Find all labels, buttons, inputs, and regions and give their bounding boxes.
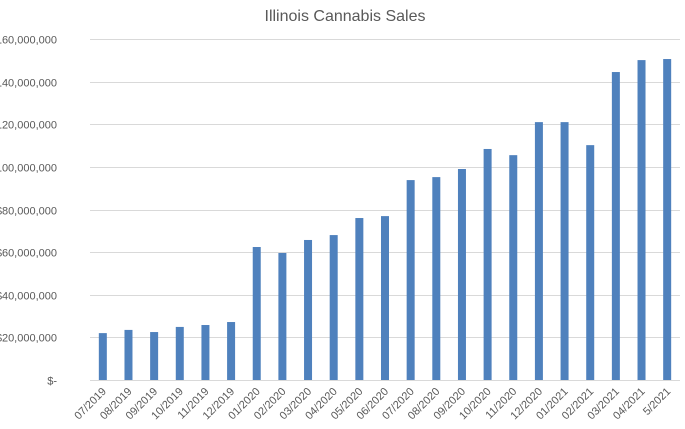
- x-axis-ticks: 07/201908/201909/201910/201911/201912/20…: [72, 386, 673, 423]
- bar: [175, 326, 184, 380]
- y-tick-label: $-: [47, 376, 57, 388]
- bar: [534, 122, 543, 381]
- y-axis-ticks: $- $20,000,000 $40,000,000 $60,000,000 $80,0…: [0, 35, 57, 388]
- y-tick-label: $40,000,000: [0, 291, 57, 303]
- y-tick-label: $100,000,000: [0, 163, 57, 175]
- bar: [432, 177, 441, 380]
- bar: [329, 235, 338, 380]
- bar: [406, 180, 415, 380]
- bar: [611, 72, 620, 381]
- chart-title: Illinois Cannabis Sales: [265, 8, 426, 25]
- bars: [98, 59, 672, 381]
- y-tick-label: $120,000,000: [0, 120, 57, 132]
- bar: [150, 332, 159, 380]
- y-tick-label: $140,000,000: [0, 78, 57, 90]
- y-tick-label: $80,000,000: [0, 206, 57, 218]
- bar: [252, 247, 261, 380]
- bar: [304, 239, 313, 380]
- bar: [586, 145, 595, 380]
- y-tick-label: $20,000,000: [0, 333, 57, 345]
- bar: [124, 329, 133, 380]
- bar: [227, 322, 236, 380]
- bar: [637, 60, 646, 381]
- bar: [663, 59, 672, 380]
- bar: [355, 218, 364, 380]
- bar: [457, 169, 466, 380]
- y-tick-label: $60,000,000: [0, 248, 57, 260]
- bar: [560, 122, 569, 381]
- y-tick-label: $160,000,000: [0, 35, 57, 47]
- bar: [201, 325, 210, 380]
- bar: [98, 333, 107, 380]
- gridlines: [90, 39, 680, 381]
- bar: [509, 155, 518, 380]
- bar: [381, 216, 389, 380]
- bar: [278, 252, 287, 380]
- x-tick-label: 5/2021: [641, 386, 673, 418]
- bar: [483, 148, 492, 380]
